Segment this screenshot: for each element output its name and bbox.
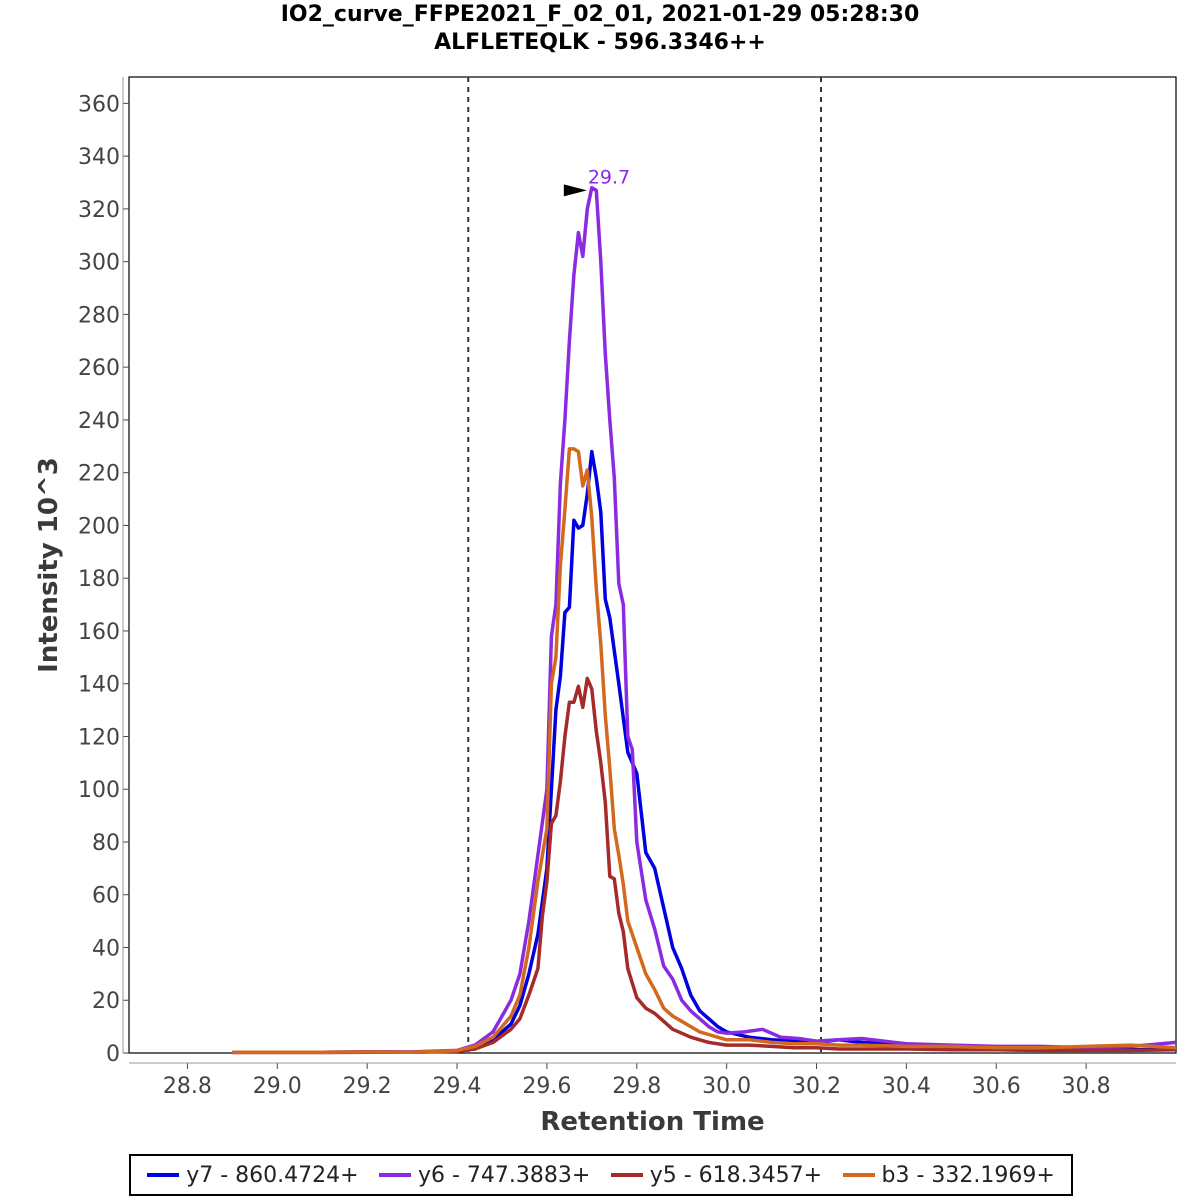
x-tick-label: 30.0 (702, 1074, 751, 1099)
legend-swatch (147, 1173, 179, 1177)
legend-swatch (843, 1173, 875, 1177)
plot-area (129, 77, 1176, 1053)
y-axis-title: Intensity 10^3 (34, 457, 64, 673)
legend-item: y5 - 618.3457+ (611, 1163, 822, 1188)
x-tick-label: 30.8 (1062, 1074, 1111, 1099)
legend-label: y5 - 618.3457+ (650, 1163, 822, 1188)
y-tick-label: 120 (78, 725, 120, 750)
y-tick-label: 200 (78, 514, 120, 539)
y-tick-label: 280 (78, 303, 120, 328)
legend-swatch (379, 1173, 411, 1177)
legend: y7 - 860.4724+ y6 - 747.3883+ y5 - 618.345… (129, 1154, 1073, 1196)
y-tick-label: 60 (92, 884, 120, 909)
y-tick-label: 160 (78, 620, 120, 645)
legend-item: b3 - 332.1969+ (843, 1163, 1055, 1188)
y-tick-label: 220 (78, 462, 120, 487)
chart-plot: 0 20 40 60 80 100 120 140 160 180 200 220 240 260 280 3… (0, 0, 1200, 1150)
peak-label: 29.7 (588, 166, 630, 188)
x-tick-label: 30.6 (972, 1074, 1021, 1099)
y-tick-label: 100 (78, 778, 120, 803)
x-tick-label: 30.4 (882, 1074, 931, 1099)
legend-label: y7 - 860.4724+ (186, 1163, 358, 1188)
x-tick-label: 29.0 (253, 1074, 302, 1099)
x-axis-title: Retention Time (540, 1107, 764, 1137)
x-tick-label: 29.6 (522, 1074, 571, 1099)
y-tick-label: 240 (78, 409, 120, 434)
y-tick-label: 40 (92, 936, 120, 961)
x-tick-label: 29.8 (612, 1074, 661, 1099)
legend-item: y7 - 860.4724+ (147, 1163, 358, 1188)
y-tick-label: 260 (78, 356, 120, 381)
legend-swatch (611, 1173, 643, 1177)
x-tick-label: 29.2 (343, 1074, 392, 1099)
legend-label: b3 - 332.1969+ (882, 1163, 1055, 1188)
y-tick-label: 360 (78, 92, 120, 117)
y-tick-label: 80 (92, 831, 120, 856)
y-tick-label: 0 (106, 1042, 120, 1067)
legend-item: y6 - 747.3883+ (379, 1163, 590, 1188)
y-tick-label: 20 (92, 989, 120, 1014)
x-tick-label: 30.2 (792, 1074, 841, 1099)
x-tick-label: 28.8 (163, 1074, 212, 1099)
y-tick-label: 300 (78, 251, 120, 276)
y-tick-label: 340 (78, 145, 120, 170)
y-tick-label: 320 (78, 198, 120, 223)
x-tick-label: 29.4 (433, 1074, 482, 1099)
y-tick-label: 180 (78, 567, 120, 592)
y-tick-label: 140 (78, 673, 120, 698)
legend-label: y6 - 747.3883+ (418, 1163, 590, 1188)
